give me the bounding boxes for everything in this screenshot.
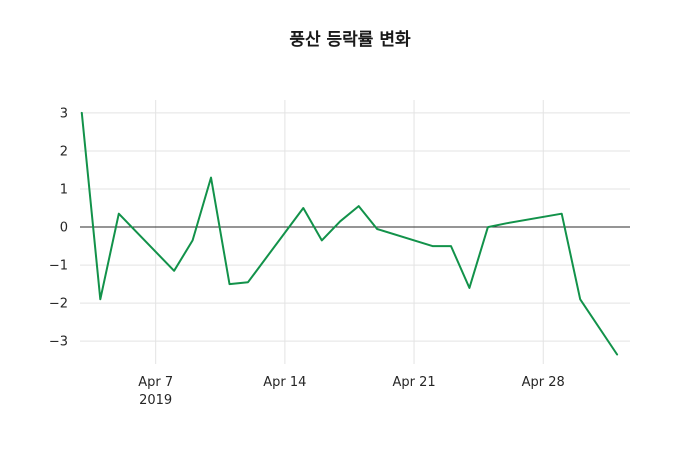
x-tick-label: Apr 21 [392, 375, 435, 390]
price-change-line-series [80, 111, 619, 356]
y-tick-label: 0 [60, 221, 68, 236]
chart-title: 풍산 등락률 변화 [289, 30, 411, 50]
y-tick-label: 2 [60, 144, 68, 159]
x-tick-label: Apr 28 [522, 375, 565, 390]
x-tick-label: Apr 7 [138, 375, 173, 390]
y-tick-label: 3 [60, 106, 68, 121]
y-tick-label: 1 [60, 183, 68, 198]
y-tick-label: −1 [49, 259, 68, 274]
y-tick-label: −2 [49, 297, 68, 312]
x-tick-year-sublabel: 2019 [139, 393, 172, 408]
x-tick-label: Apr 14 [263, 375, 306, 390]
y-tick-label: −3 [49, 335, 68, 350]
